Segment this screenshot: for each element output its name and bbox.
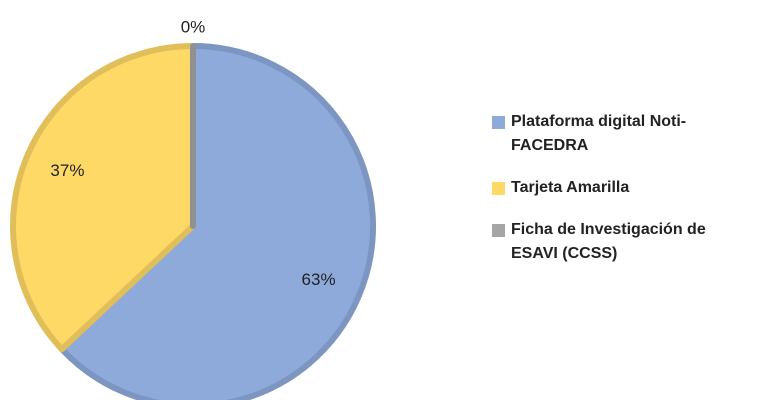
legend-swatch — [492, 182, 505, 195]
legend: Plataforma digital Noti-FACEDRA Tarjeta A… — [492, 110, 754, 284]
pie-slice — [58, 43, 376, 400]
legend-label: Plataforma digital Noti-FACEDRA — [511, 113, 687, 154]
pie-slice — [10, 43, 196, 353]
data-label: 0% — [181, 17, 206, 36]
legend-label: Ficha de Investigación de ESAVI (CCSS) — [511, 221, 706, 262]
data-label: 63% — [302, 270, 336, 289]
legend-item: Ficha de Investigación de ESAVI (CCSS) — [492, 218, 754, 266]
legend-swatch — [492, 116, 505, 129]
legend-item: Plataforma digital Noti-FACEDRA — [492, 110, 754, 158]
legend-label: Tarjeta Amarilla — [511, 179, 630, 196]
data-label: 37% — [50, 161, 84, 180]
legend-swatch — [492, 224, 505, 237]
legend-item: Tarjeta Amarilla — [492, 176, 754, 200]
